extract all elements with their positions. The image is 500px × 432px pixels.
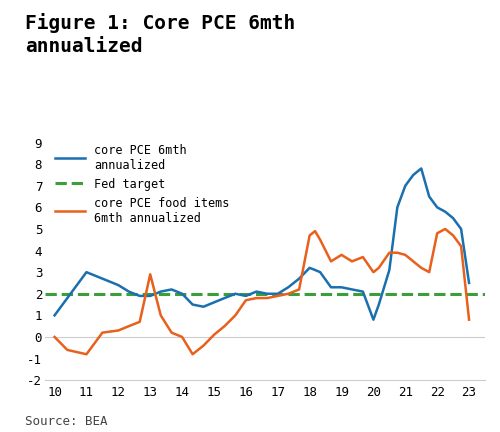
Legend: core PCE 6mth
annualized, Fed target, core PCE food items
6mth annualized: core PCE 6mth annualized, Fed target, co… (56, 144, 230, 225)
Text: Figure 1: Core PCE 6mth
annualized: Figure 1: Core PCE 6mth annualized (25, 13, 295, 57)
Text: Source: BEA: Source: BEA (25, 415, 107, 428)
